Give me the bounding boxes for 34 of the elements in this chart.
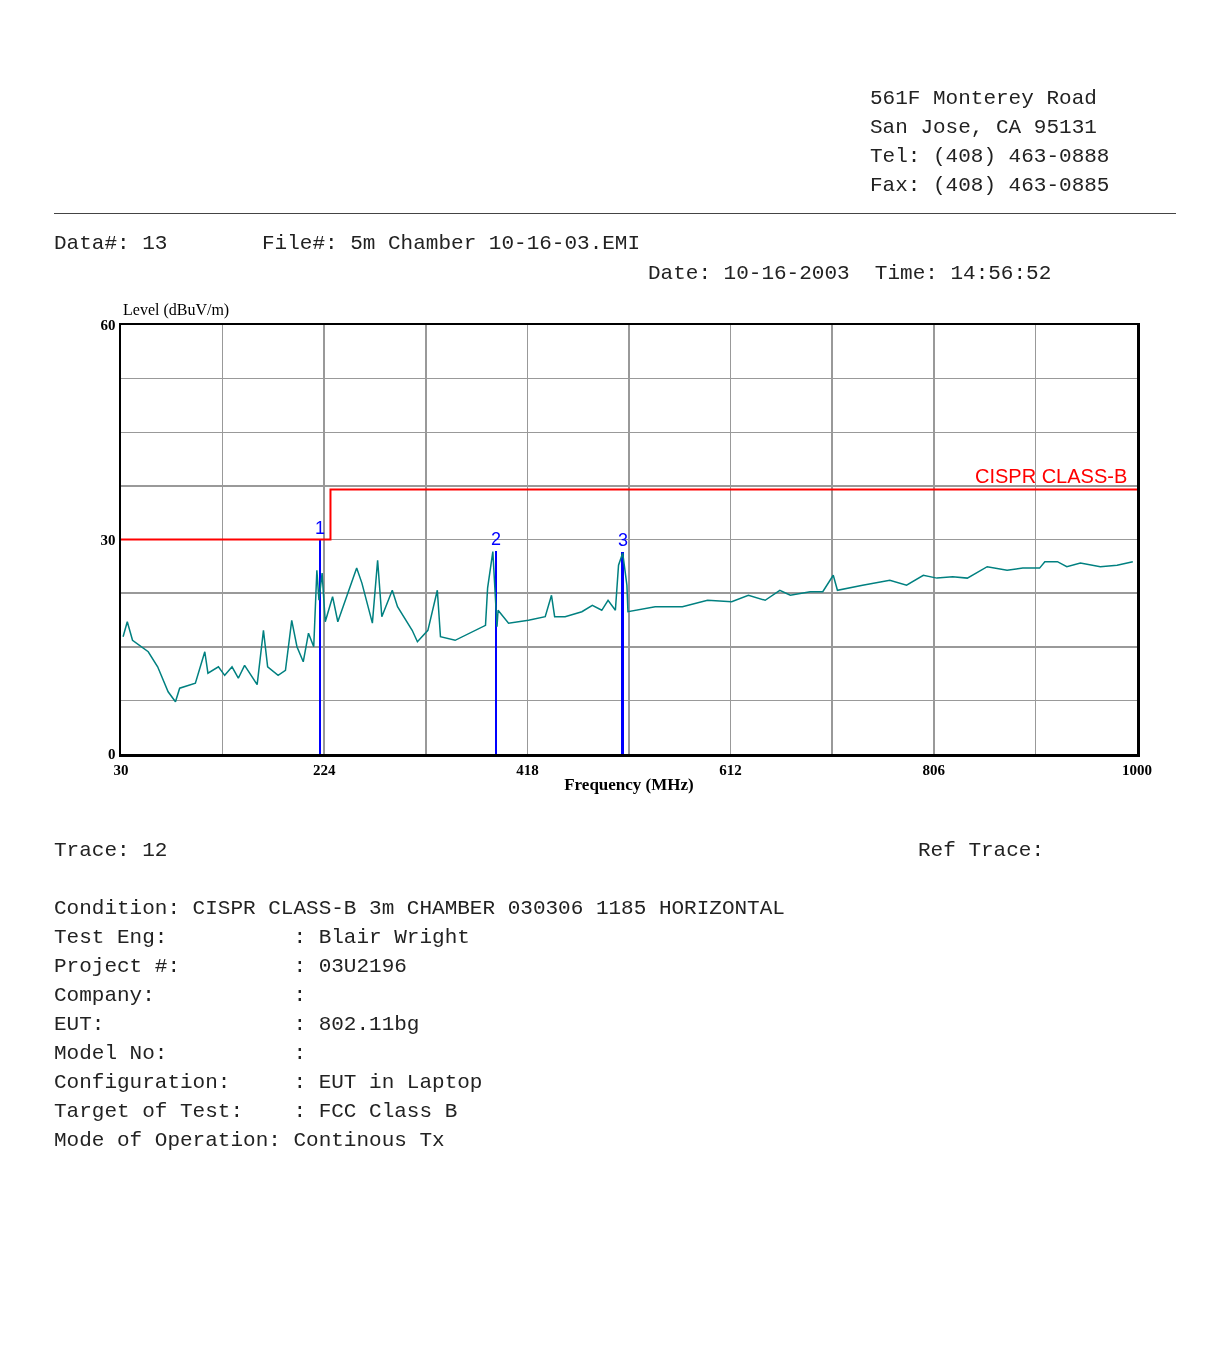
series-label: CISPR CLASS-B: [975, 465, 1128, 487]
text: Company: :: [54, 983, 307, 1009]
y-tick-label: 60: [100, 317, 116, 334]
y-tick-label: 0: [108, 746, 116, 763]
text: 561F Monterey Road: [870, 86, 1097, 112]
text: File#: 5m Chamber 10-16-03.EMI: [262, 231, 641, 257]
y-tick-label: 30: [100, 531, 116, 548]
text: Project #: : 03U2196: [54, 954, 407, 980]
text: Date: 10-16-2003 Time: 14:56:52: [648, 261, 1052, 287]
line-series: [122, 550, 1134, 703]
text: Condition: CISPR CLASS-B 3m CHAMBER 030306 1185 HORIZONTAL: [54, 896, 785, 922]
annotation: 2: [491, 529, 502, 549]
text: Configuration: : EUT in Laptop: [54, 1070, 483, 1096]
x-tick-label: 418: [516, 761, 539, 778]
x-axis-title: Frequency (MHz): [564, 775, 694, 795]
text: Test Eng: : Blair Wright: [54, 925, 470, 951]
x-tick-label: 30: [113, 761, 129, 778]
text: Ref Trace:: [918, 838, 1045, 864]
text: Tel: (408) 463-0888: [870, 144, 1110, 170]
text: Data#: 13: [54, 231, 168, 257]
x-tick-label: 612: [719, 761, 742, 778]
text: Mode of Operation: Continous Tx: [54, 1128, 445, 1154]
x-tick-label: 806: [922, 761, 946, 778]
text: Fax: (408) 463-0885: [870, 173, 1110, 199]
annotation: 3: [618, 530, 629, 550]
x-tick-label: 1000: [1122, 761, 1152, 778]
text: Target of Test: : FCC Class B: [54, 1099, 458, 1125]
y-axis-title: Level (dBuV/m): [123, 301, 230, 319]
text: EUT: : 802.11bg: [54, 1012, 420, 1038]
x-tick-label: 224: [312, 761, 336, 778]
annotation: 1: [315, 518, 326, 538]
text: Model No: :: [54, 1041, 307, 1067]
text: San Jose, CA 95131: [870, 115, 1097, 141]
text: Trace: 12: [54, 838, 168, 864]
